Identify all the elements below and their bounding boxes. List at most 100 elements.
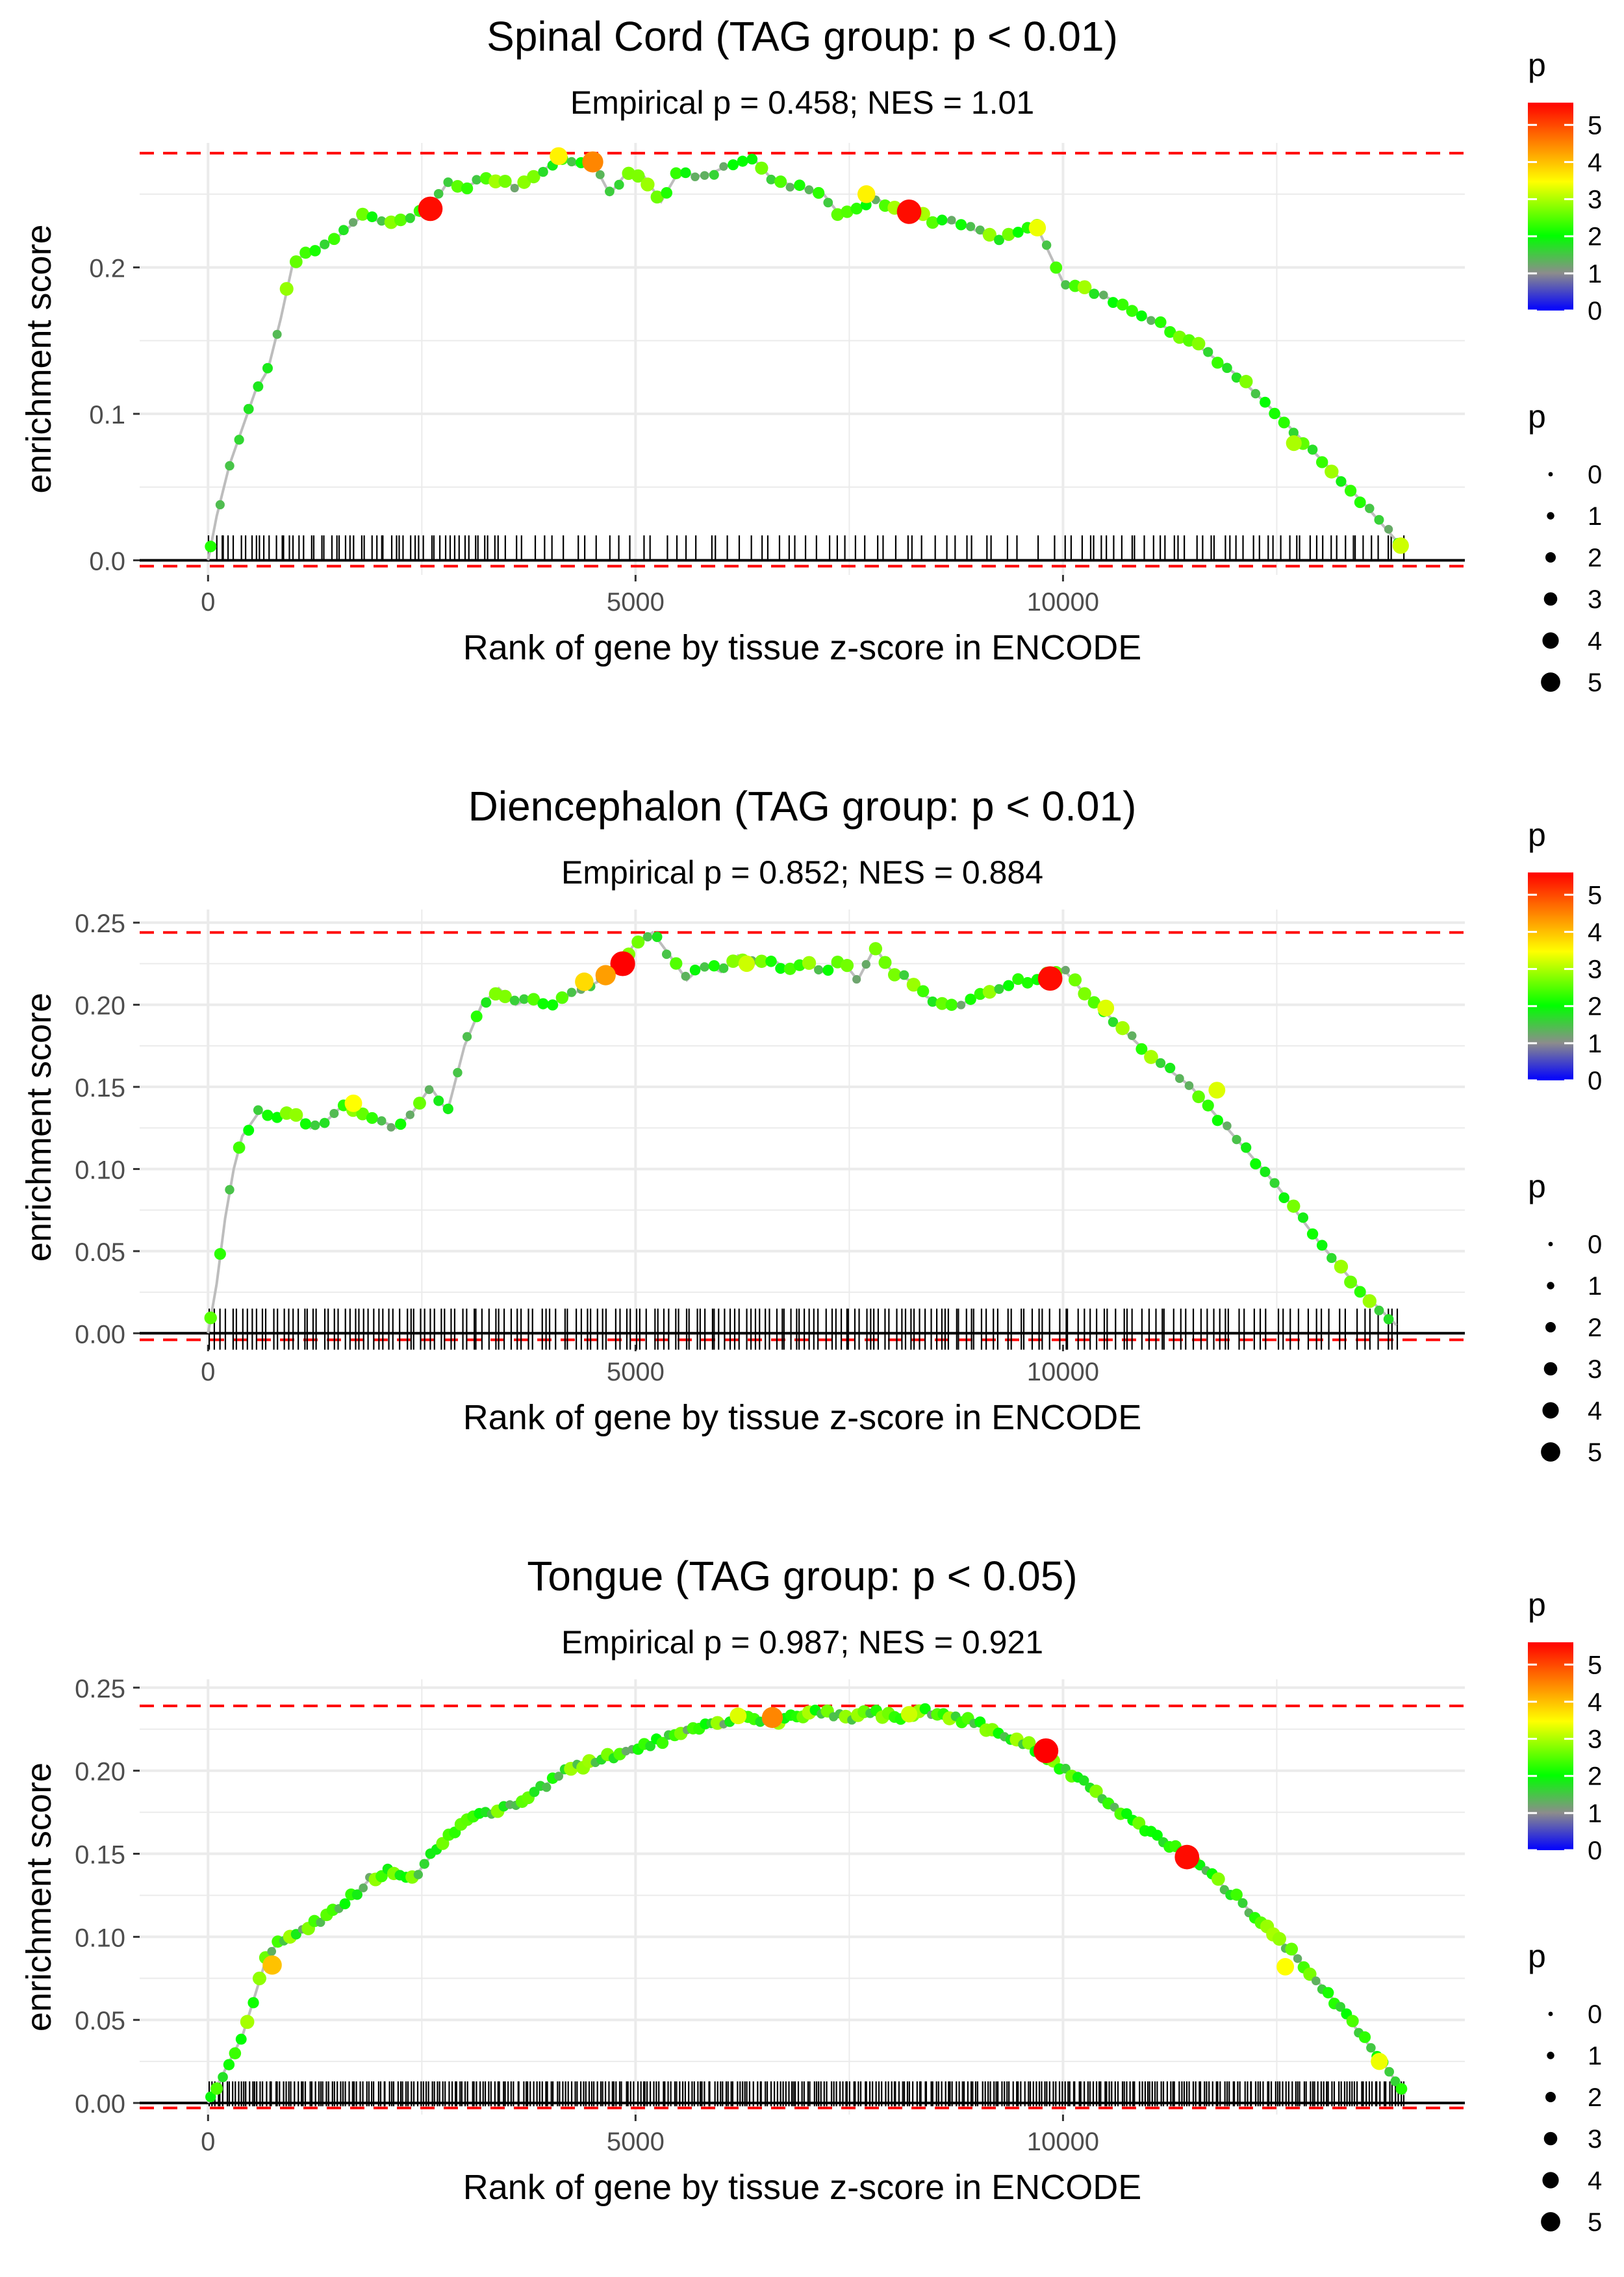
gene-point bbox=[299, 246, 312, 259]
gene-point bbox=[538, 166, 548, 177]
colorbar bbox=[1528, 1642, 1573, 1850]
x-tick-label: 10000 bbox=[1027, 588, 1099, 617]
gene-point bbox=[1202, 1099, 1214, 1112]
gene-point bbox=[554, 1772, 564, 1781]
highlight-point bbox=[550, 147, 568, 166]
size-legend-label: 3 bbox=[1588, 2125, 1602, 2154]
size-legend-title: p bbox=[1528, 1168, 1546, 1204]
chart-panel-3: Tongue (TAG group: p < 0.05) Empirical p … bbox=[19, 1553, 1602, 2237]
size-legend-label: 1 bbox=[1588, 2042, 1602, 2070]
size-legend-title: p bbox=[1528, 1938, 1546, 1974]
size-legend-label: 5 bbox=[1588, 668, 1602, 697]
colorbar-tick-label: 5 bbox=[1588, 881, 1602, 910]
gene-point bbox=[1041, 240, 1052, 250]
gene-point bbox=[225, 461, 235, 471]
highlight-point bbox=[1208, 1082, 1226, 1099]
y-tick-label: 0.1 bbox=[89, 401, 125, 429]
gene-point bbox=[1241, 1142, 1252, 1153]
gene-point bbox=[840, 959, 854, 973]
gene-point bbox=[205, 541, 217, 553]
color-legend-title: p bbox=[1528, 1586, 1546, 1623]
gene-point bbox=[1269, 407, 1280, 420]
colorbar-tick-label: 2 bbox=[1588, 223, 1602, 251]
size-legend-dot bbox=[1541, 672, 1560, 692]
size-legend-dot bbox=[1548, 1241, 1553, 1247]
y-tick-label: 0.15 bbox=[75, 1841, 125, 1870]
gene-point bbox=[218, 2072, 228, 2083]
gene-point bbox=[1260, 1166, 1271, 1177]
gene-point bbox=[566, 157, 577, 167]
gene-point bbox=[917, 985, 930, 998]
gene-point bbox=[310, 1120, 320, 1130]
gene-point bbox=[537, 998, 549, 1010]
gene-point bbox=[1089, 288, 1100, 299]
gene-point bbox=[746, 153, 758, 165]
gene-point bbox=[765, 956, 777, 967]
gene-point bbox=[982, 227, 996, 242]
size-legend-label: 4 bbox=[1588, 1397, 1602, 1425]
gene-point bbox=[783, 962, 796, 975]
gene-point bbox=[299, 1118, 312, 1130]
chart-title: Diencephalon (TAG group: p < 0.01) bbox=[468, 783, 1137, 830]
highlight-point bbox=[1028, 219, 1047, 236]
gene-point bbox=[614, 179, 624, 190]
gene-point bbox=[519, 994, 529, 1004]
gene-point bbox=[804, 185, 814, 195]
gene-point bbox=[424, 1085, 434, 1095]
colorbar-tick-label: 4 bbox=[1588, 918, 1602, 947]
gene-point bbox=[994, 984, 1004, 994]
gene-point bbox=[814, 965, 824, 974]
gene-point bbox=[547, 999, 559, 1011]
gene-point bbox=[994, 235, 1004, 246]
chart-title: Tongue (TAG group: p < 0.05) bbox=[527, 1553, 1077, 1599]
gene-point bbox=[1050, 261, 1063, 274]
y-axis-label: enrichment score bbox=[19, 993, 58, 1262]
gene-point bbox=[785, 183, 794, 192]
chart-subtitle: Empirical p = 0.852; NES = 0.884 bbox=[561, 854, 1043, 891]
gene-point bbox=[1287, 1199, 1300, 1213]
gene-point bbox=[755, 954, 768, 968]
gene-point bbox=[728, 159, 739, 171]
gene-point bbox=[279, 282, 294, 296]
chart-subtitle: Empirical p = 0.987; NES = 0.921 bbox=[561, 1624, 1043, 1660]
highlight-point bbox=[761, 1707, 783, 1728]
gene-point bbox=[1003, 980, 1015, 991]
gene-point bbox=[680, 167, 691, 179]
gene-point bbox=[339, 1898, 351, 1909]
gene-point bbox=[1390, 2076, 1401, 2087]
gene-point bbox=[1144, 1050, 1158, 1064]
size-legend-label: 1 bbox=[1588, 1272, 1602, 1301]
gene-point bbox=[243, 403, 254, 414]
gene-point bbox=[595, 170, 605, 179]
gene-point bbox=[1108, 1017, 1119, 1027]
size-legend-dot bbox=[1543, 1362, 1558, 1376]
colorbar-tick-label: 4 bbox=[1588, 1688, 1602, 1716]
gene-point bbox=[329, 1108, 339, 1118]
gene-point bbox=[681, 971, 691, 981]
gene-point bbox=[240, 2015, 255, 2029]
highlight-point bbox=[1097, 999, 1115, 1017]
gene-point bbox=[869, 942, 883, 956]
gene-point bbox=[822, 964, 834, 976]
gene-point bbox=[527, 993, 540, 1006]
gene-point bbox=[356, 207, 370, 221]
gene-point bbox=[1297, 1212, 1309, 1223]
size-legend-dot bbox=[1543, 2131, 1558, 2146]
gene-point bbox=[708, 960, 720, 972]
gene-point bbox=[488, 174, 503, 188]
gene-point bbox=[1335, 2002, 1345, 2012]
size-legend-dot bbox=[1545, 2092, 1556, 2102]
gene-point bbox=[1374, 515, 1384, 525]
gene-point bbox=[1346, 2015, 1359, 2028]
gene-point bbox=[1344, 485, 1357, 497]
y-tick-label: 0.05 bbox=[75, 2007, 125, 2035]
size-legend-label: 0 bbox=[1588, 2000, 1602, 2029]
gene-point bbox=[605, 186, 615, 197]
gene-point bbox=[233, 1141, 246, 1154]
colorbar bbox=[1528, 872, 1573, 1080]
size-legend-title: p bbox=[1528, 398, 1546, 435]
gene-point bbox=[1325, 464, 1339, 479]
gene-point bbox=[1164, 325, 1176, 338]
